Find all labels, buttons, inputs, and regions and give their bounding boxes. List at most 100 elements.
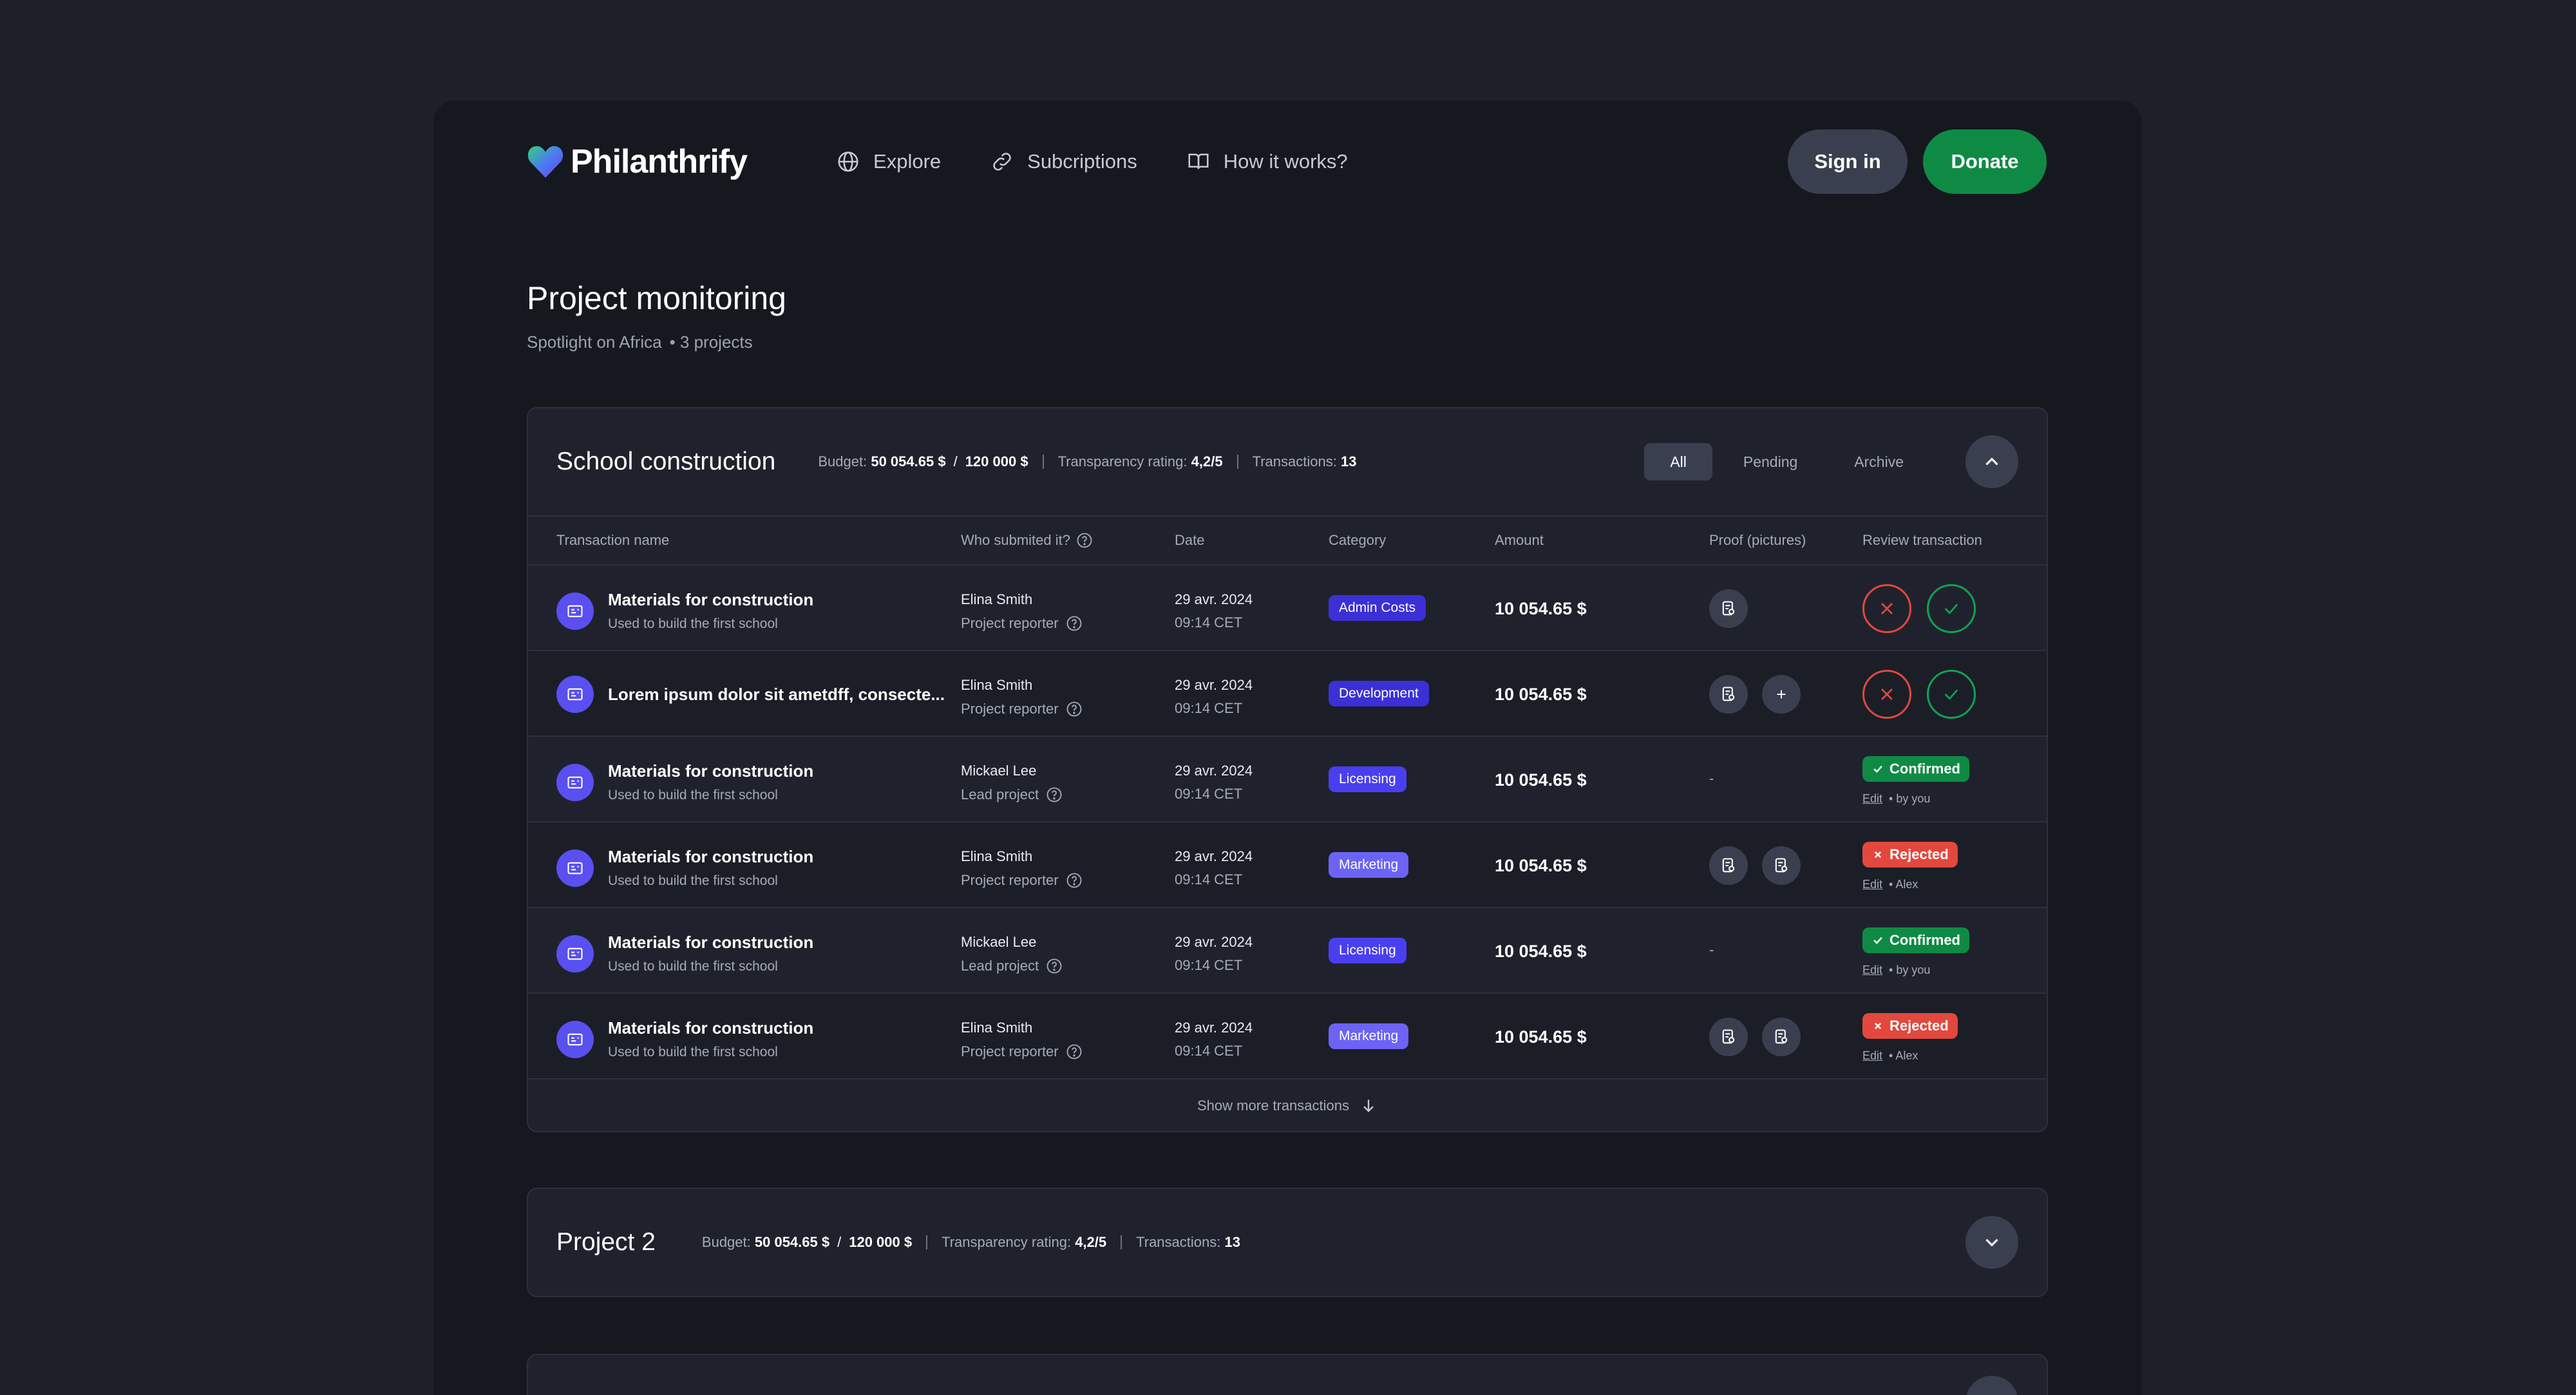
review-status-cell: Rejected Edit • Alex	[1862, 1013, 1958, 1063]
project-title: Project 2	[556, 1228, 656, 1256]
filter-all[interactable]: All	[1644, 443, 1712, 480]
project-header	[528, 1355, 2047, 1395]
table-row[interactable]: Lorem ipsum dolor sit ametdff, consecte.…	[528, 651, 2047, 737]
review-status-cell: Rejected Edit • Alex	[1862, 842, 1958, 891]
status-label: Rejected	[1889, 846, 1949, 862]
category-badge: Licensing	[1329, 938, 1406, 963]
status-label: Rejected	[1889, 1018, 1949, 1034]
amount-value: 10 054.65 $	[1495, 599, 1587, 618]
submitter-role: Project reporter	[961, 1043, 1059, 1059]
transparency-value: 4,2/5	[1075, 1234, 1107, 1250]
check-icon	[1944, 689, 1958, 700]
proof-picture-button[interactable]	[1709, 675, 1748, 714]
collapse-project-button[interactable]	[1965, 435, 2018, 488]
edit-link[interactable]: Edit	[1862, 1049, 1883, 1062]
submitter-role: Lead project	[961, 786, 1039, 802]
question-icon[interactable]	[1065, 1043, 1083, 1061]
status-badge: Rejected	[1862, 842, 1958, 868]
submitter-name: Elina Smith	[961, 1020, 1033, 1036]
amount-value: 10 054.65 $	[1495, 942, 1587, 961]
no-proof-dash: -	[1709, 770, 1714, 786]
proof-picture-button[interactable]	[1709, 846, 1748, 885]
header-actions: Sign in Donate	[1788, 129, 2047, 194]
transactions-label: Transactions:	[1252, 453, 1337, 470]
proof-picture-button[interactable]	[1709, 589, 1748, 628]
filter-archive[interactable]: Archive	[1854, 453, 1904, 470]
table-row[interactable]: Materials for construction Used to build …	[528, 908, 2047, 994]
brand-logo[interactable]: Philanthrify	[527, 142, 748, 181]
submitter-cell: Elina Smith Project reporter	[961, 591, 1083, 632]
project-header: Project 2 Budget: 50 054.65 $ / 120 000 …	[528, 1189, 2047, 1296]
sign-in-button[interactable]: Sign in	[1788, 129, 1908, 194]
project-title: School construction	[556, 448, 776, 475]
x-icon	[1874, 851, 1882, 859]
link-icon	[993, 153, 1011, 171]
check-icon	[1873, 765, 1882, 773]
question-icon[interactable]	[1045, 957, 1063, 975]
submitter-cell: Elina Smith Project reporter	[961, 677, 1083, 718]
table-row[interactable]: Materials for construction Used to build …	[528, 737, 2047, 822]
document-icon	[1722, 601, 1735, 616]
proof-picture-button[interactable]	[1762, 846, 1801, 885]
transaction-title: Materials for construction	[608, 847, 814, 866]
submitter-name: Elina Smith	[961, 677, 1033, 693]
submitter-cell: Elina Smith Project reporter	[961, 848, 1083, 889]
show-more-transactions-button[interactable]: Show more transactions	[528, 1079, 2047, 1131]
nav-subscriptions[interactable]: Subcriptions	[990, 149, 1137, 174]
filter-pending[interactable]: Pending	[1743, 453, 1798, 470]
transaction-subtitle: Used to build the first school	[608, 616, 778, 631]
chevron-down-icon	[1985, 1238, 1998, 1247]
edit-link[interactable]: Edit	[1862, 878, 1883, 891]
transaction-subtitle: Used to build the first school	[608, 959, 778, 974]
date-value: 29 avr. 2024	[1175, 848, 1253, 864]
reject-button[interactable]	[1862, 670, 1911, 719]
proof-cell	[1709, 1018, 1801, 1056]
reject-button[interactable]	[1862, 584, 1911, 633]
question-icon[interactable]	[1075, 531, 1094, 549]
proof-picture-button[interactable]	[1762, 1018, 1801, 1056]
category-badge: Admin Costs	[1329, 595, 1426, 621]
expand-project-button[interactable]	[1965, 1376, 2018, 1395]
proof-picture-button[interactable]	[1709, 1018, 1748, 1056]
submitter-role: Project reporter	[961, 872, 1059, 888]
receipt-icon	[556, 592, 594, 630]
date-value: 29 avr. 2024	[1175, 934, 1253, 950]
x-icon	[1881, 688, 1893, 700]
table-row[interactable]: Materials for construction Used to build …	[528, 994, 2047, 1079]
review-status-cell: Confirmed Edit • by you	[1862, 927, 1969, 977]
reviewed-by: • Alex	[1889, 878, 1918, 891]
table-row[interactable]: Materials for construction Used to build …	[528, 822, 2047, 908]
add-proof-button[interactable]: +	[1762, 675, 1801, 714]
chevron-down-icon	[1981, 1391, 2003, 1395]
question-icon[interactable]	[1045, 786, 1063, 804]
x-icon	[1874, 1022, 1882, 1030]
accept-button[interactable]	[1927, 670, 1976, 719]
time-value: 09:14 CET	[1175, 786, 1243, 802]
budget-total: 120 000 $	[965, 453, 1028, 470]
col-date: Date	[1175, 532, 1205, 548]
question-icon[interactable]	[1065, 700, 1083, 718]
nav-explore[interactable]: Explore	[836, 149, 941, 174]
edit-link[interactable]: Edit	[1862, 792, 1883, 805]
reviewed-by: • Alex	[1889, 1049, 1918, 1062]
table-header: Transaction name Who submited it? Date C…	[528, 517, 2047, 565]
status-badge: Rejected	[1862, 1013, 1958, 1039]
submitter-cell: Elina Smith Project reporter	[961, 1020, 1083, 1061]
reviewed-by: • by you	[1889, 792, 1931, 805]
review-cell	[1862, 584, 1976, 633]
project-count: • 3 projects	[669, 332, 753, 352]
question-icon[interactable]	[1065, 614, 1083, 632]
edit-link[interactable]: Edit	[1862, 963, 1883, 976]
proof-cell	[1709, 589, 1748, 628]
donate-button[interactable]: Donate	[1923, 129, 2047, 194]
accept-button[interactable]	[1927, 584, 1976, 633]
table-row[interactable]: Materials for construction Used to build …	[528, 565, 2047, 651]
submitter-role: Project reporter	[961, 701, 1059, 717]
globe-icon	[838, 151, 858, 172]
transaction-title: Materials for construction	[608, 590, 814, 609]
document-icon	[1722, 687, 1735, 701]
expand-project-button[interactable]	[1965, 1216, 2018, 1269]
nav-how-it-works[interactable]: How it works?	[1186, 149, 1348, 174]
receipt-icon	[556, 935, 594, 973]
question-icon[interactable]	[1065, 871, 1083, 889]
